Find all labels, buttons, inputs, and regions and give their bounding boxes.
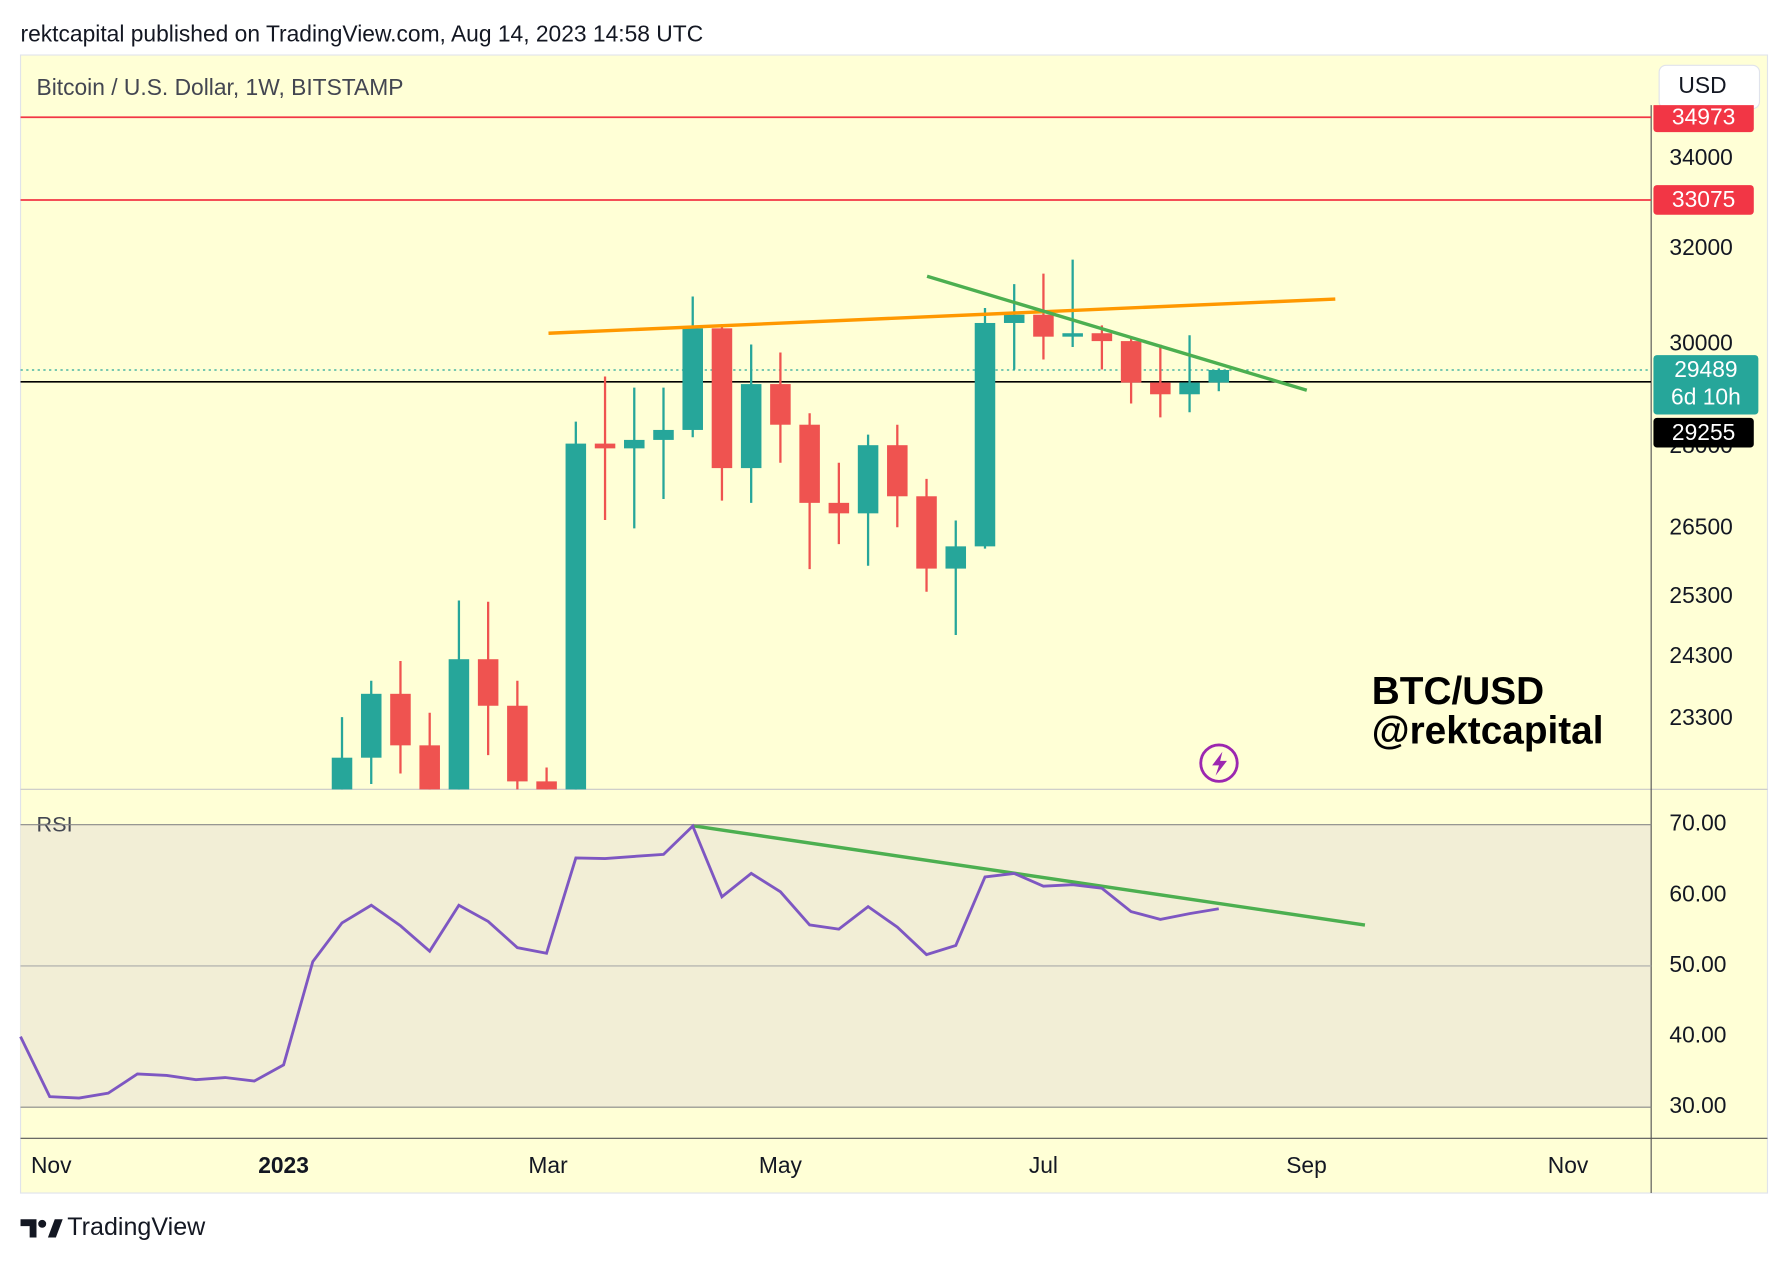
x-tick-label: Jul [1029,1152,1058,1178]
candle-body [477,659,499,706]
x-tick-label: Sep [1286,1152,1327,1178]
candle-body [653,429,674,440]
lightning-icon[interactable] [1199,743,1239,783]
rsi-downtrend-line [693,824,1366,927]
x-tick-label: May [759,1152,803,1178]
candle-body [624,439,645,449]
header: rektcapital published on TradingView.com… [21,21,704,47]
price-level-tag [1653,185,1754,215]
y-tick-label: 34000 [1669,144,1732,170]
price-level-tag [1653,105,1754,133]
candle-body [594,443,616,449]
price-pane [20,116,1652,790]
price-axis: 2330024300253002650028000300003200034000… [1653,103,1759,730]
candle-body [1091,333,1113,342]
candle-body [1208,370,1230,383]
candle-body [390,693,411,746]
candle-body [536,781,557,790]
candle-body [1150,382,1171,395]
candle-body [419,745,440,790]
price-level-label: 33075 [1672,186,1735,212]
currency[interactable]: USD [1678,72,1726,98]
y-tick-label: 23300 [1669,704,1732,730]
rsi-tick-label: 40.00 [1669,1022,1726,1048]
candle-body [857,445,879,514]
candle-body [916,496,937,569]
rsi-tick-label: 70.00 [1669,810,1726,836]
rsi-tick-label: 50.00 [1669,951,1726,977]
candle-body [331,757,353,790]
rsi-pane: 30.00 40.00 50.00 60.00 70.00 [19,810,1726,1118]
candle-body [1003,314,1025,323]
marker-price-label: 29255 [1672,419,1735,445]
y-tick-label: 25300 [1669,582,1732,608]
rsi-tick-label: 30.00 [1669,1092,1726,1118]
y-tick-label: 26500 [1669,513,1732,539]
y-tick-label: 32000 [1669,234,1732,260]
candle-body [565,443,587,790]
candle-body [1033,314,1054,337]
watermark: BTC/USD [1372,670,1544,713]
candle-body [799,424,820,503]
tradingview-logo [20,1219,63,1238]
watermark: @rektcapital [1372,710,1604,753]
x-tick-label: Nov [1548,1152,1589,1178]
candle-body [974,322,996,547]
marker-price-tag [1653,417,1754,448]
last-price-tag [1653,355,1759,415]
rsi-tick-label: 60.00 [1669,880,1726,906]
y-tick-label: 30000 [1669,330,1732,356]
candle-body [945,546,967,569]
y-tick-label: 24300 [1669,642,1732,668]
candle-body [711,328,733,469]
candle-body [740,384,762,469]
resistance-trendline [548,297,1336,335]
candle-body [887,445,908,497]
price-level-label: 34973 [1672,103,1735,129]
candle-body [1179,382,1200,395]
price-downtrend-line [926,274,1308,392]
footer-brand: TradingView [67,1213,206,1241]
candle-body [507,705,528,782]
x-tick-label: Mar [528,1152,568,1178]
x-tick-label: 2023 [258,1152,309,1178]
candle-body [770,384,791,425]
candle-body [1120,341,1142,383]
candle-body [360,693,382,758]
rsi-line [19,823,1219,1100]
chart-title: Bitcoin / U.S. Dollar, 1W, BITSTAMP [36,74,403,100]
last-price-label: 29489 [1674,356,1737,382]
candle-body [1062,333,1083,337]
candle-body [682,328,703,430]
candle-body [448,659,470,790]
countdown-label: 6d 10h [1671,384,1741,410]
x-tick-label: Nov [31,1152,72,1178]
candle-body [828,502,850,514]
rsi-title: RSI [36,812,72,837]
